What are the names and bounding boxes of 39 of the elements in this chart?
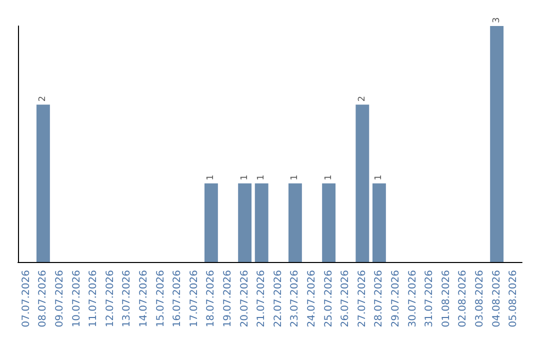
data-label: 2 [357,96,368,102]
x-tick-label: 28.07.2026 [374,270,385,328]
x-tick-label: 03.08.2026 [474,270,486,328]
x-tick-label: 12.07.2026 [104,270,116,328]
x-tick-label: 29.07.2026 [390,270,402,328]
x-tick-label: 10.07.2026 [71,270,82,328]
x-tick-label: 22.07.2026 [272,270,284,328]
data-label: 1 [240,174,250,180]
x-tick-label: 17.07.2026 [188,270,200,328]
x-tick-label: 05.08.2026 [508,270,520,328]
x-tick-label: 13.07.2026 [122,270,133,328]
x-tick-label: 07.07.2026 [20,270,32,328]
data-label: 1 [324,174,334,180]
x-tick-label: 01.08.2026 [440,270,452,328]
x-tick-label: 08.07.2026 [38,270,49,328]
x-tick-label: 15.07.2026 [155,270,166,328]
x-tick-label: 24.07.2026 [306,270,318,328]
x-tick-label: 02.08.2026 [458,270,469,328]
x-tick-label: 20.07.2026 [239,270,250,328]
x-tick-label: 04.08.2026 [491,270,502,328]
x-tick-label: 31.07.2026 [424,270,436,328]
x-tick-label: 21.07.2026 [256,270,268,328]
data-label: 1 [206,174,216,180]
x-tick-label: 19.07.2026 [222,270,234,328]
x-tick-label: 14.07.2026 [138,270,150,328]
data-label: 3 [492,17,502,23]
x-tick-label: 11.07.2026 [88,270,100,328]
x-tick-label: 26.07.2026 [340,270,352,328]
x-tick-label: 23.07.2026 [290,270,301,328]
data-label: 2 [38,96,48,102]
data-label: 1 [374,174,384,180]
data-label: 1 [290,174,300,180]
data-label: 1 [256,174,267,180]
x-tick-label: 25.07.2026 [323,270,334,328]
x-tick-label: 18.07.2026 [206,270,217,328]
x-tick-label: 16.07.2026 [172,270,184,328]
x-tick-label: 30.07.2026 [407,270,418,328]
x-tick-label: 27.07.2026 [356,270,368,328]
x-tick-label: 09.07.2026 [54,270,66,328]
